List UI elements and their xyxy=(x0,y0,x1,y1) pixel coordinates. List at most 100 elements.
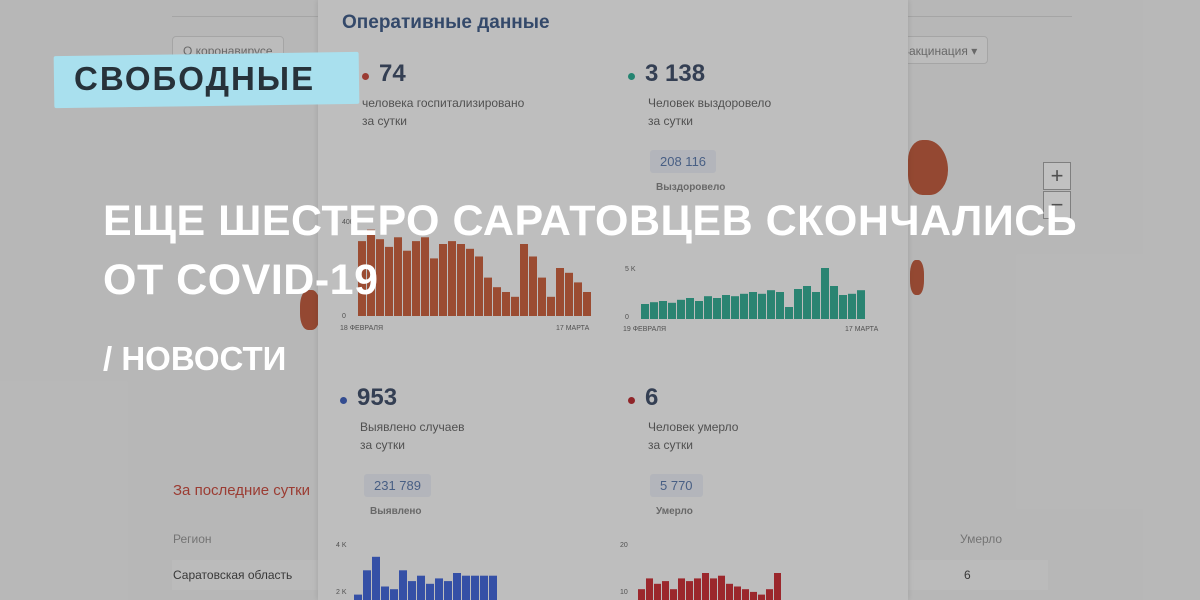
bullet-icon xyxy=(362,73,369,81)
chart-bar xyxy=(641,304,649,319)
y-tick-label: 5 K xyxy=(625,266,636,273)
table-header-region: Регион xyxy=(173,532,212,546)
chart-bar xyxy=(774,573,781,600)
chart-bar xyxy=(363,570,371,600)
chart-bar xyxy=(686,581,693,600)
chart-bar xyxy=(493,287,501,316)
chart-bar xyxy=(354,594,362,600)
chart-bar xyxy=(718,575,725,600)
chart-bar xyxy=(448,241,456,316)
chart-bar xyxy=(399,570,407,600)
chart-bar xyxy=(489,575,497,600)
chart-bar xyxy=(695,301,703,319)
x-tick-label: 17 МАРТА xyxy=(556,325,590,332)
stat-died: 6 Человек умерло за сутки xyxy=(628,384,838,454)
chart-bar xyxy=(686,298,694,319)
zoom-in-button[interactable]: + xyxy=(1043,162,1071,190)
chart-bar xyxy=(520,244,528,316)
recovered-chart: 5 K 0 19 ФЕВРАЛЯ 17 МАРТА xyxy=(623,266,879,333)
chart-bar xyxy=(376,239,384,316)
total-detected: 231 789 xyxy=(364,474,431,497)
article-rubric: / НОВОСТИ xyxy=(103,340,287,377)
chart-bar xyxy=(638,589,645,600)
chart-bar xyxy=(547,296,555,316)
headline-line-1: ЕЩЕ ШЕСТЕРО САРАТОВЦЕВ СКОНЧАЛИСЬ xyxy=(103,197,1078,245)
chart-bar xyxy=(749,292,757,319)
operational-data-card: Оперативные данные 74 человека госпитали… xyxy=(318,0,908,600)
total-recovered: 208 116 xyxy=(650,150,717,173)
chart-bar xyxy=(583,292,591,316)
chart-bar xyxy=(646,578,653,600)
chart-bar xyxy=(726,583,733,600)
chart-bar xyxy=(821,268,829,319)
chart-bar xyxy=(710,578,717,600)
y-tick-label: 2 K xyxy=(336,589,347,596)
y-tick-label: 0 xyxy=(342,313,346,320)
recent-label: За последние сутки xyxy=(173,482,311,499)
zoom-out-button[interactable]: − xyxy=(1043,191,1071,219)
chart-bar xyxy=(767,290,775,319)
chart-bar xyxy=(417,575,425,600)
brand-name: СВОБОДНЫЕ xyxy=(74,60,316,97)
chart-bar xyxy=(839,295,847,319)
chart-bar xyxy=(848,293,856,319)
y-tick-label: 0 xyxy=(625,314,629,321)
chart-bar xyxy=(785,307,793,319)
stat-detected: 953 Выявлено случаев за сутки xyxy=(340,384,550,454)
chart-bar xyxy=(471,575,479,600)
chart-bar xyxy=(722,295,730,319)
chart-bar xyxy=(662,581,669,600)
total-died: 5 770 xyxy=(650,474,703,497)
chart-bar xyxy=(574,282,582,316)
chart-bar xyxy=(731,296,739,319)
y-tick-label: 20 xyxy=(620,542,628,549)
chart-bar xyxy=(453,573,461,600)
chart-bar xyxy=(444,581,452,600)
chart-bar xyxy=(668,302,676,319)
chart-bar xyxy=(381,586,389,600)
chart-bar xyxy=(484,277,492,316)
chart-bar xyxy=(435,578,443,600)
table-header-died: Умерло xyxy=(960,532,1003,546)
chart-bar xyxy=(702,573,709,600)
detected-chart: 4 K 2 K xyxy=(336,542,497,600)
bullet-icon xyxy=(628,397,635,405)
chart-bar xyxy=(430,258,438,316)
chart-bar xyxy=(462,575,470,600)
chart-bar xyxy=(758,293,766,319)
chart-bar xyxy=(466,248,474,316)
chart-bar xyxy=(480,575,488,600)
card-title: Оперативные данные xyxy=(342,12,550,33)
chart-bar xyxy=(390,589,398,600)
chart-bar xyxy=(677,299,685,319)
chart-bar xyxy=(511,296,519,316)
brand-logo[interactable]: СВОБОДНЫЕ xyxy=(50,50,370,110)
map-region-shape xyxy=(300,290,320,330)
chart-bar xyxy=(475,256,483,316)
chart-bar xyxy=(358,241,366,316)
chart-bar xyxy=(857,290,865,319)
chart-bar xyxy=(704,296,712,319)
chart-bar xyxy=(372,556,380,600)
article-headline: ЕЩЕ ШЕСТЕРО САРАТОВЦЕВ СКОНЧАЛИСЬ ОТ COV… xyxy=(103,192,1103,310)
chart-bar xyxy=(385,246,393,316)
chart-bar xyxy=(794,289,802,319)
row-region: Саратовская область xyxy=(173,568,293,582)
chart-bar xyxy=(742,589,749,600)
chart-bar xyxy=(740,293,748,319)
map-region-shape xyxy=(910,260,924,295)
chart-bar xyxy=(565,272,573,316)
chart-bar xyxy=(803,286,811,319)
chart-bar xyxy=(766,589,773,600)
total-detected-label: Выявлено xyxy=(370,506,422,517)
chart-bar xyxy=(650,302,658,319)
chart-bar xyxy=(830,286,838,319)
chart-bar xyxy=(394,237,402,316)
chart-bar xyxy=(408,581,416,600)
y-tick-label: 10 xyxy=(620,589,628,596)
x-tick-label: 19 ФЕВРАЛЯ xyxy=(623,326,666,333)
x-tick-label: 17 МАРТА xyxy=(845,326,879,333)
chart-bar xyxy=(670,589,677,600)
